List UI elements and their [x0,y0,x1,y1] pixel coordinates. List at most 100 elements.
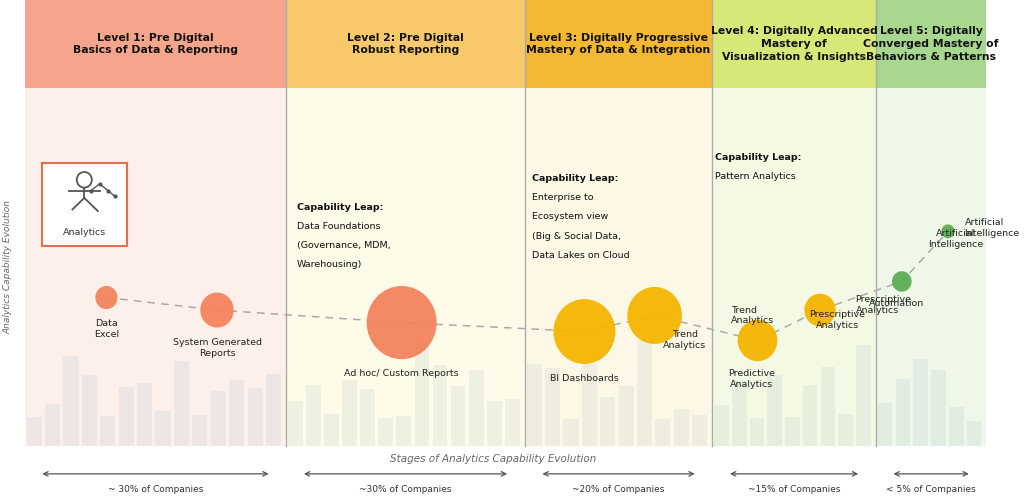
Bar [27,417,42,446]
Ellipse shape [95,286,118,309]
Text: Level 1: Pre Digital
Basics of Data & Reporting: Level 1: Pre Digital Basics of Data & Re… [73,33,238,55]
Text: Level 3: Digitally Progressive
Mastery of Data & Integration: Level 3: Digitally Progressive Mastery o… [526,33,711,55]
Text: Data
Excel: Data Excel [94,319,119,339]
Bar [137,384,153,446]
Bar [325,414,339,446]
Bar [600,397,615,446]
Bar [25,88,287,446]
Bar [713,0,876,88]
Bar [803,386,817,446]
Text: Data Lakes on Cloud: Data Lakes on Cloud [531,250,629,260]
Text: Pattern Analytics: Pattern Analytics [715,172,796,181]
Text: System Generated
Reports: System Generated Reports [172,338,261,358]
Bar [876,88,986,446]
Text: Enterprise to: Enterprise to [531,193,593,202]
Text: Artificial
Intelligence: Artificial Intelligence [929,229,983,249]
Text: ~15% of Companies: ~15% of Companies [748,484,841,493]
Bar [732,380,746,446]
Bar [896,380,910,446]
Bar [949,407,964,446]
Text: Prescriptive
Analytics: Prescriptive Analytics [809,310,865,330]
Bar [193,415,208,446]
Ellipse shape [201,292,233,328]
Text: Analytics Capability Evolution: Analytics Capability Evolution [3,200,12,334]
Bar [45,404,60,446]
Ellipse shape [805,294,836,327]
Bar [563,419,579,446]
Ellipse shape [737,320,777,361]
Bar [526,364,542,446]
Bar [156,411,171,446]
Bar [360,390,375,446]
Text: Analytics: Analytics [62,228,105,237]
Bar [582,364,597,446]
Bar [82,374,97,446]
Text: Prescriptive
Analytics: Prescriptive Analytics [855,295,911,314]
Bar [713,88,876,446]
Text: Level 4: Digitally Advanced
Mastery of
Visualization & Insights: Level 4: Digitally Advanced Mastery of V… [711,26,878,62]
Bar [119,388,134,446]
Bar [637,340,652,446]
Text: Trend
Analytics: Trend Analytics [731,306,774,325]
Bar [379,418,393,446]
Text: ~20% of Companies: ~20% of Companies [572,484,665,493]
Text: Capability Leap:: Capability Leap: [297,203,383,212]
Bar [524,0,713,88]
Text: Level 5: Digitally
Converged Mastery of
Behaviors & Patterns: Level 5: Digitally Converged Mastery of … [863,26,998,62]
Text: Stages of Analytics Capability Evolution: Stages of Analytics Capability Evolution [390,454,596,464]
Bar [63,356,79,446]
Text: Data Foundations: Data Foundations [297,222,380,231]
Text: Ad hoc/ Custom Reports: Ad hoc/ Custom Reports [344,369,459,378]
Ellipse shape [367,286,436,359]
Text: Artificial
Intelligence: Artificial Intelligence [965,218,1020,237]
Bar [524,88,713,446]
Bar [856,345,870,446]
Bar [505,399,519,446]
Bar [750,418,764,446]
Bar [100,416,116,446]
Bar [288,401,303,446]
Text: Warehousing): Warehousing) [297,260,362,269]
Bar [839,413,853,446]
Ellipse shape [892,271,911,292]
Text: (Governance, MDM,: (Governance, MDM, [297,241,390,250]
Bar [674,409,689,446]
Bar [287,88,524,446]
Ellipse shape [553,299,615,364]
Text: Trend
Analytics: Trend Analytics [663,330,707,350]
Text: Level 2: Pre Digital
Robust Reporting: Level 2: Pre Digital Robust Reporting [347,33,464,55]
Text: Ecosystem view: Ecosystem view [531,212,608,221]
Text: ~30% of Companies: ~30% of Companies [359,484,452,493]
Bar [931,370,946,446]
Text: ~ 30% of Companies: ~ 30% of Companies [108,484,203,493]
Bar [396,416,412,446]
Text: Capability Leap:: Capability Leap: [531,174,617,183]
Bar [229,380,244,446]
Bar [876,0,986,88]
Bar [486,401,502,446]
Bar [174,361,189,446]
Bar [785,417,800,446]
Bar [692,415,708,446]
Bar [266,374,281,446]
Text: < 5% of Companies: < 5% of Companies [886,484,976,493]
Bar [25,0,287,88]
Bar [342,380,357,446]
Bar [967,421,981,446]
Text: (Big & Social Data,: (Big & Social Data, [531,231,621,240]
Text: BI Dashboards: BI Dashboards [550,374,618,383]
Bar [618,386,634,446]
Bar [248,388,262,446]
Bar [42,163,127,245]
Text: Predictive
Analytics: Predictive Analytics [728,369,775,389]
Bar [306,385,322,446]
Text: Automation: Automation [869,299,925,308]
Bar [913,359,928,446]
Ellipse shape [628,287,682,344]
Bar [820,367,836,446]
Bar [545,368,560,446]
Bar [415,340,429,446]
Ellipse shape [941,224,954,238]
Bar [878,403,892,446]
Bar [287,0,524,88]
